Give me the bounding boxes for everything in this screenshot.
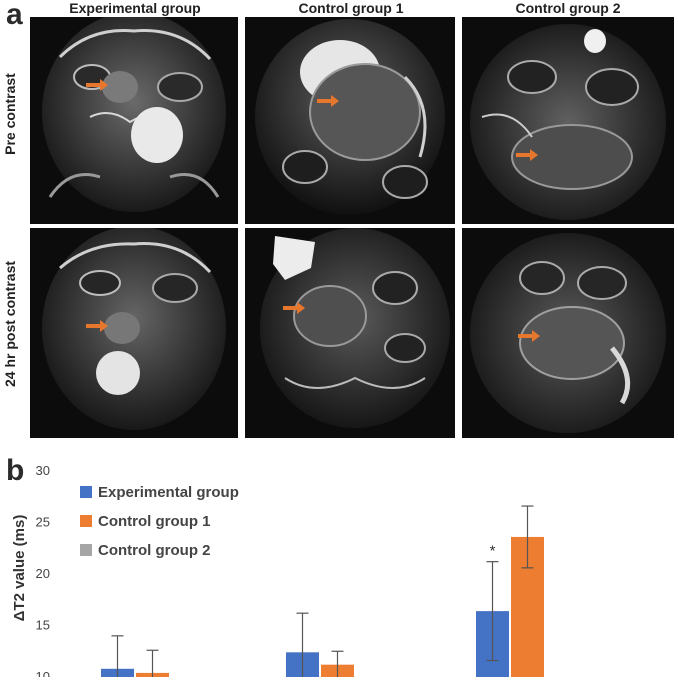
tumor-arrow-icon xyxy=(516,149,538,161)
column-header-experimental: Experimental group xyxy=(69,0,201,16)
bar-chart-svg: ΔT2 value (ms) 10 15 20 25 30 * Experimental… xyxy=(11,463,544,682)
row-header-pre-contrast: Pre contrast xyxy=(2,73,18,155)
y-tick-label: 20 xyxy=(36,566,50,581)
y-axis-label: ΔT2 value (ms) xyxy=(11,515,28,622)
tumor-arrow-icon xyxy=(518,330,540,342)
y-tick-label: 30 xyxy=(36,463,50,478)
mri-image-control2-post xyxy=(462,228,674,438)
tumor-arrow-icon xyxy=(283,302,305,314)
column-header-control-2: Control group 2 xyxy=(515,0,621,16)
legend-swatch xyxy=(80,486,92,498)
delta-t2-chart: ΔT2 value (ms) 10 15 20 25 30 * Experimental… xyxy=(0,450,678,682)
panel-b-label: b xyxy=(6,454,25,487)
y-tick-label: 25 xyxy=(36,515,50,530)
legend-label: Control group 2 xyxy=(98,542,211,559)
y-tick-label: 10 xyxy=(36,669,50,677)
mri-image-experimental-post xyxy=(30,228,238,438)
tumor-arrow-icon xyxy=(86,320,108,332)
mri-image-control1-post xyxy=(245,228,455,438)
row-header-post-contrast: 24 hr post contrast xyxy=(2,260,18,388)
mri-image-control2-pre xyxy=(462,17,674,224)
legend-label: Experimental group xyxy=(98,484,239,501)
mri-image-experimental-pre xyxy=(30,17,238,224)
tumor-arrow-icon xyxy=(317,95,339,107)
legend-label: Control group 1 xyxy=(98,513,211,530)
y-tick-label: 15 xyxy=(36,618,50,633)
legend-swatch xyxy=(80,544,92,556)
column-header-control-1: Control group 1 xyxy=(298,0,404,16)
mri-image-control1-pre xyxy=(245,17,455,224)
tumor-arrow-icon xyxy=(86,79,108,91)
significance-marker: * xyxy=(490,543,496,560)
panel-a-label: a xyxy=(6,0,23,31)
legend-swatch xyxy=(80,515,92,527)
